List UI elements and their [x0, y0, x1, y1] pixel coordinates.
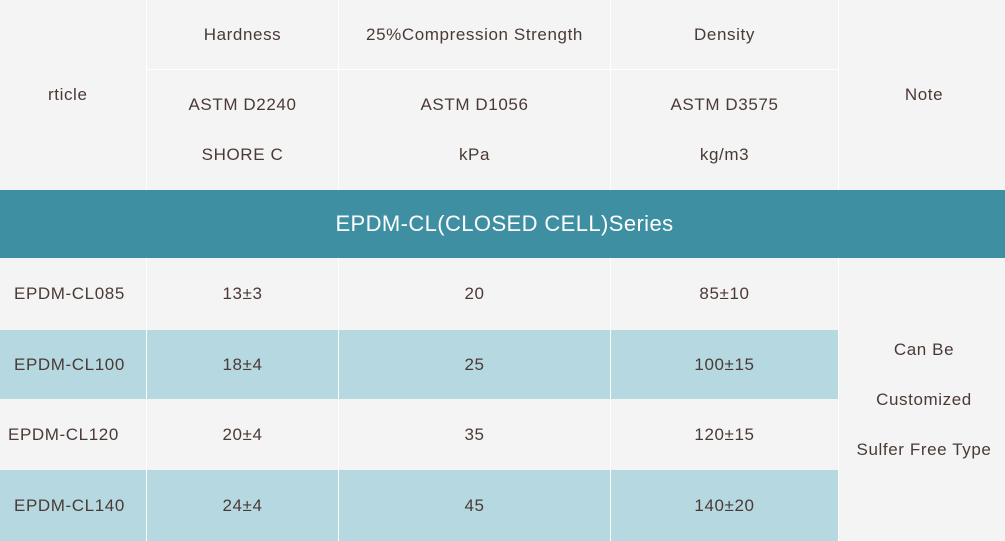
- hardness-unit: SHORE C: [201, 145, 284, 164]
- header-article-label: rticle: [48, 85, 88, 104]
- header-compression-spec: ASTM D1056 kPa: [339, 70, 610, 190]
- row-article: EPDM-CL085: [0, 258, 146, 330]
- row-hardness: 24±4: [147, 470, 338, 541]
- row-article: EPDM-CL120: [0, 399, 146, 470]
- density-unit: kg/m3: [699, 145, 750, 164]
- row-density: 140±20: [611, 470, 838, 541]
- note-line: Can Be: [893, 339, 955, 359]
- header-compression: 25%Compression Strength: [339, 0, 610, 70]
- row-density: 100±15: [611, 330, 838, 399]
- row-compression: 25: [339, 330, 610, 399]
- header-article: rticle: [0, 0, 146, 190]
- row-compression: 45: [339, 470, 610, 541]
- density-standard: ASTM D3575: [670, 95, 779, 114]
- header-hardness-spec: ASTM D2240 SHORE C: [147, 70, 338, 190]
- row-hardness: 20±4: [147, 399, 338, 470]
- row-hardness: 18±4: [147, 330, 338, 399]
- row-density: 120±15: [611, 399, 838, 470]
- row-compression: 35: [339, 399, 610, 470]
- note-line: Sulfer Free Type: [856, 439, 992, 459]
- compression-unit: kPa: [458, 145, 491, 164]
- note-cell: Can Be Customized Sulfer Free Type: [839, 258, 1005, 541]
- header-density-spec: ASTM D3575 kg/m3: [611, 70, 838, 190]
- row-article: EPDM-CL100: [0, 330, 146, 399]
- row-density: 85±10: [611, 258, 838, 330]
- header-note: Note: [839, 0, 1005, 190]
- series-banner: EPDM-CL(CLOSED CELL)Series: [0, 190, 1005, 258]
- note-line: Customized: [876, 389, 972, 409]
- row-hardness: 13±3: [147, 258, 338, 330]
- hardness-standard: ASTM D2240: [188, 95, 297, 114]
- row-compression: 20: [339, 258, 610, 330]
- header-hardness: Hardness: [147, 0, 338, 70]
- compression-standard: ASTM D1056: [420, 95, 529, 114]
- row-article: EPDM-CL140: [0, 470, 146, 541]
- header-density: Density: [611, 0, 838, 70]
